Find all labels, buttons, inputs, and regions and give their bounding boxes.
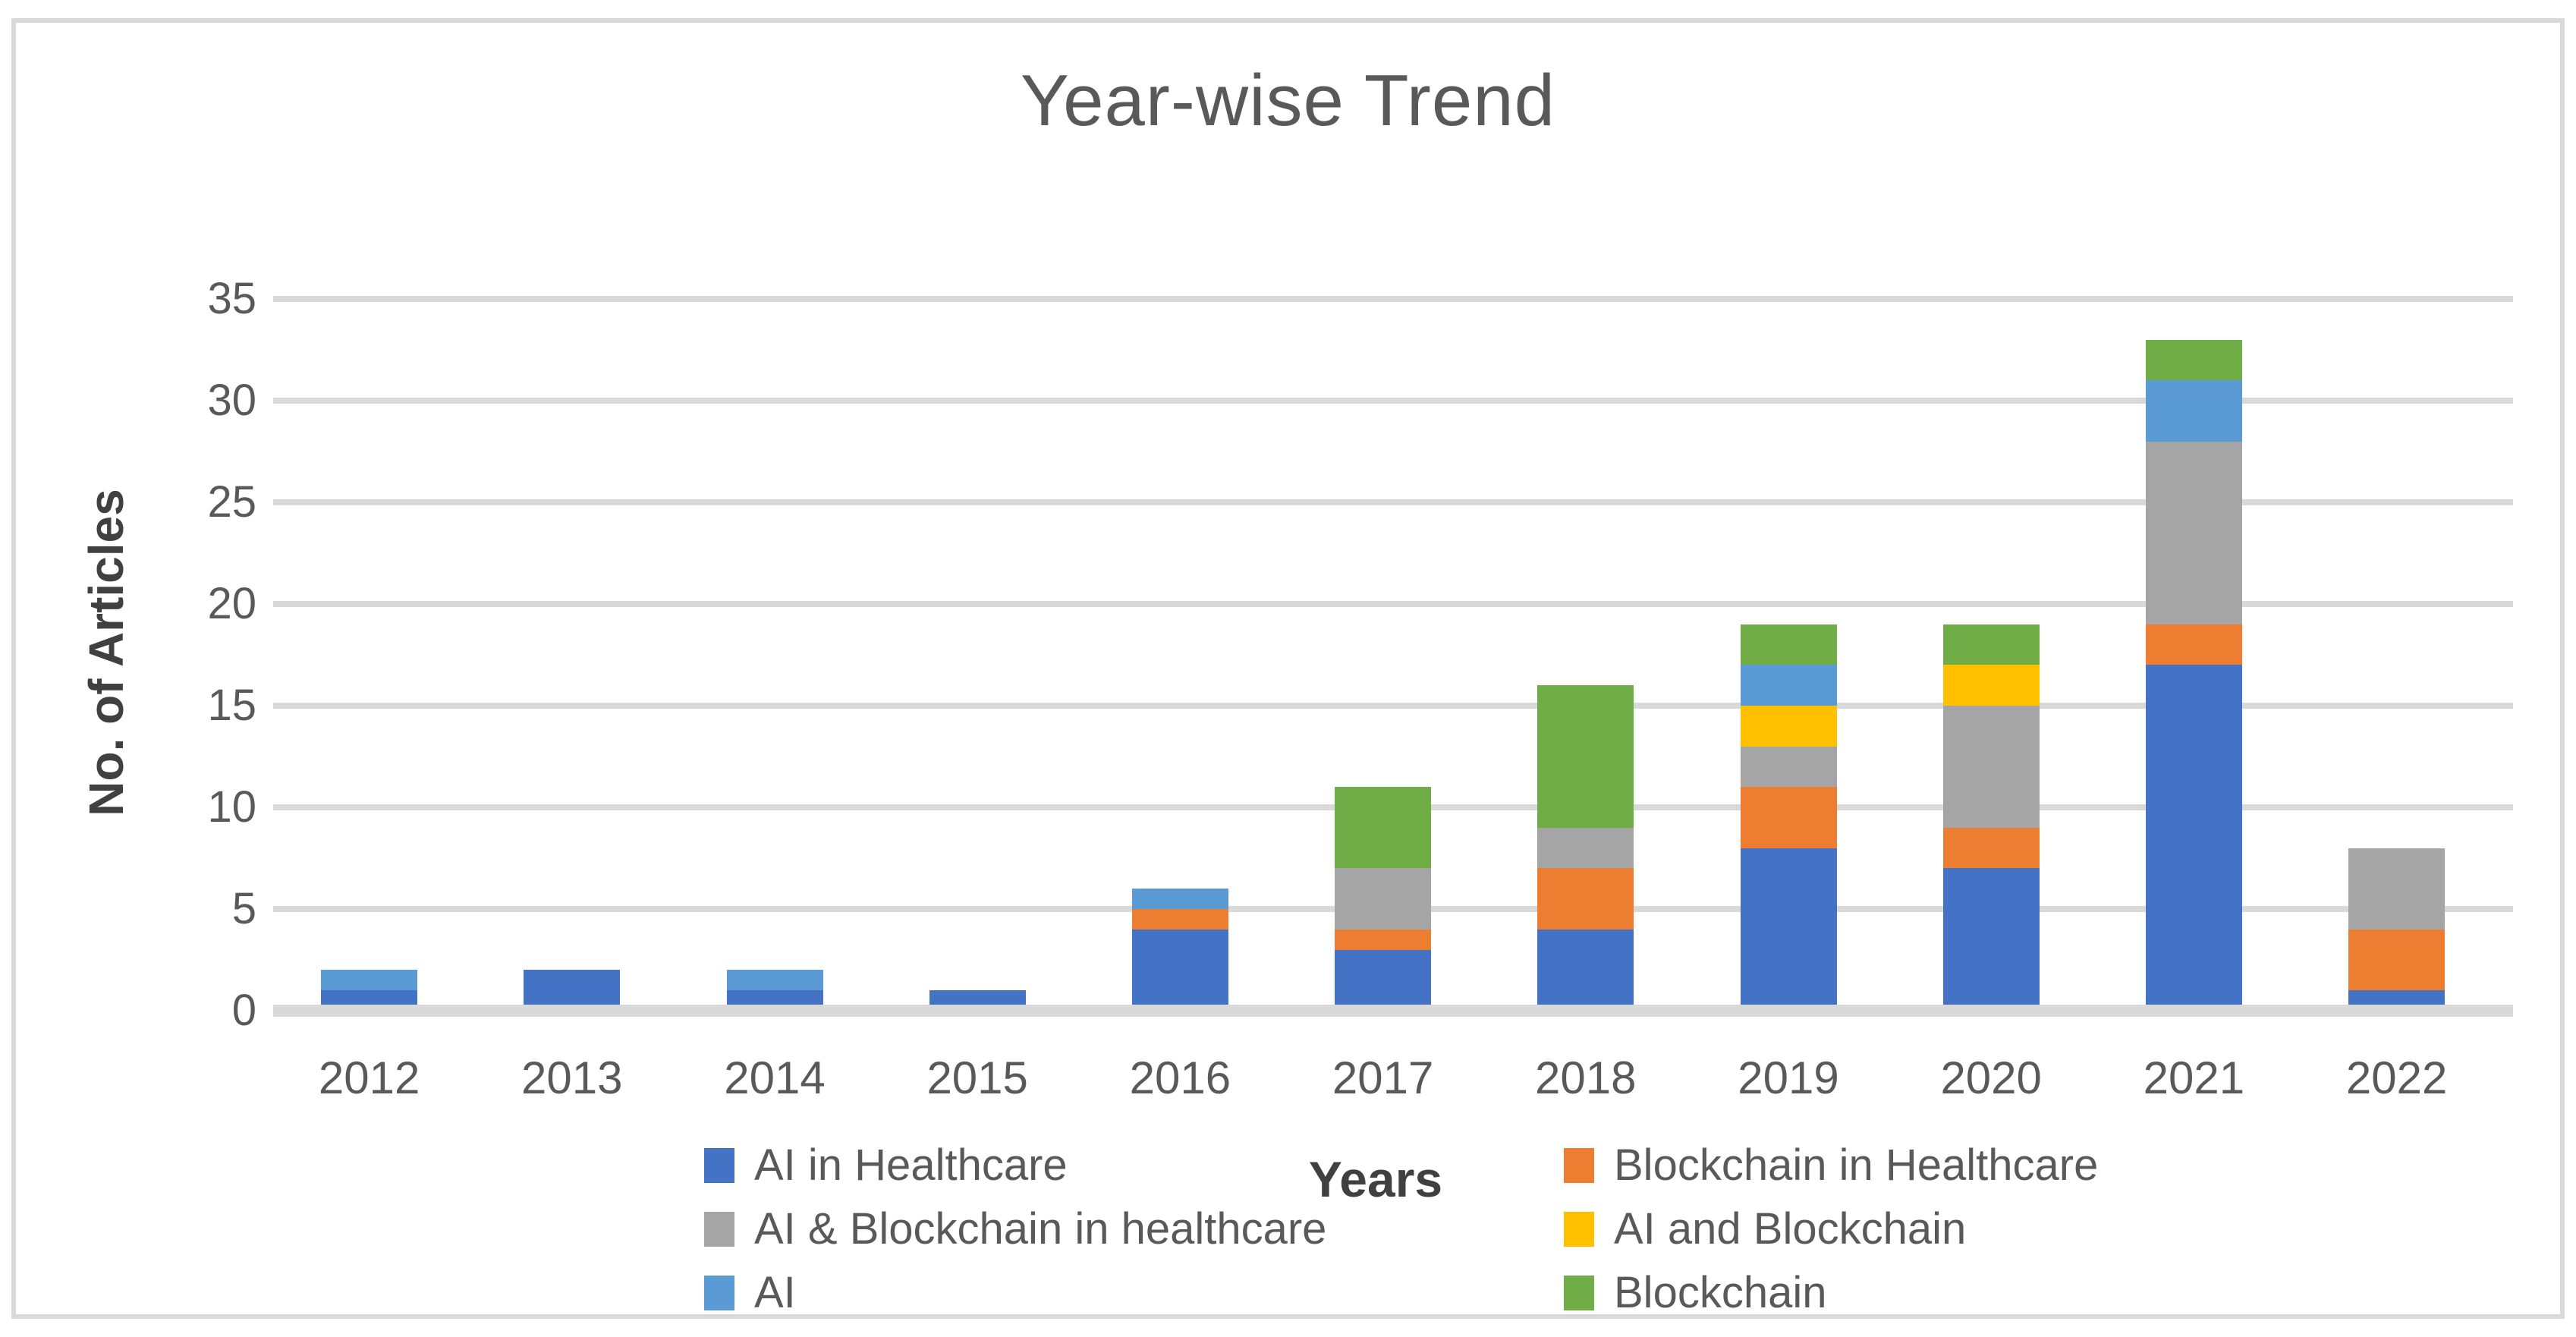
x-axis-title: Years bbox=[1308, 1151, 1443, 1207]
bar-2020-blockchain-in-healthcare bbox=[1942, 827, 2040, 869]
bar-2020-blockchain bbox=[1942, 624, 2040, 665]
bar-2021-blockchain bbox=[2145, 339, 2242, 381]
legend-swatch-icon bbox=[704, 1275, 734, 1310]
legend-item-ai-blockchain-in-healthcare: AI & Blockchain in healthcare bbox=[704, 1203, 1326, 1254]
legend-label: AI and Blockchain bbox=[1614, 1204, 1967, 1254]
y-tick-label-35: 35 bbox=[207, 274, 256, 323]
bar-2019-ai-and-blockchain bbox=[1740, 706, 1837, 747]
y-tick-label-30: 30 bbox=[207, 376, 256, 425]
y-tick-label-5: 5 bbox=[231, 884, 256, 933]
bar-2017-blockchain bbox=[1335, 787, 1432, 869]
legend-label: Blockchain bbox=[1614, 1268, 1827, 1317]
legend-swatch-icon bbox=[704, 1211, 734, 1247]
gridline-y-35 bbox=[273, 296, 2513, 302]
bar-2018-ai-blockchain-in-healthcare bbox=[1537, 827, 1634, 869]
bar-2022-blockchain-in-healthcare bbox=[2348, 929, 2445, 991]
bar-2021-ai bbox=[2145, 380, 2242, 442]
bar-2017-ai-in-healthcare bbox=[1335, 949, 1432, 1011]
legend-swatch-icon bbox=[1564, 1211, 1594, 1247]
bar-2019-ai bbox=[1740, 665, 1837, 706]
bar-2018-blockchain-in-healthcare bbox=[1537, 868, 1634, 930]
legend-swatch-icon bbox=[704, 1147, 734, 1183]
legend-swatch-icon bbox=[1564, 1275, 1594, 1310]
x-tick-label-2017: 2017 bbox=[1332, 1052, 1434, 1103]
bar-2016-ai-in-healthcare bbox=[1131, 929, 1228, 1011]
legend-label: AI in Healthcare bbox=[754, 1140, 1068, 1190]
x-tick-label-2016: 2016 bbox=[1129, 1052, 1231, 1103]
x-tick-label-2019: 2019 bbox=[1738, 1052, 1839, 1103]
bar-2016-blockchain-in-healthcare bbox=[1131, 909, 1228, 930]
gridline-y-15 bbox=[273, 703, 2513, 709]
bar-2019-ai-in-healthcare bbox=[1740, 848, 1837, 1011]
y-axis-title: No. of Articles bbox=[79, 489, 134, 816]
x-tick-label-2012: 2012 bbox=[318, 1052, 420, 1103]
x-tick-label-2015: 2015 bbox=[926, 1052, 1028, 1103]
bar-2017-ai-blockchain-in-healthcare bbox=[1335, 868, 1432, 930]
bar-2020-ai-and-blockchain bbox=[1942, 665, 2040, 706]
x-tick-label-2022: 2022 bbox=[2345, 1052, 2448, 1103]
bar-2017-blockchain-in-healthcare bbox=[1335, 929, 1432, 950]
legend-label: AI bbox=[754, 1268, 796, 1317]
bar-2012-ai bbox=[321, 970, 418, 991]
legend-item-ai-in-healthcare: AI in Healthcare bbox=[704, 1140, 1068, 1191]
legend-item-blockchain-in-healthcare: Blockchain in Healthcare bbox=[1564, 1140, 2098, 1191]
chart-title: Year-wise Trend bbox=[1020, 60, 1556, 141]
bar-2018-blockchain bbox=[1537, 685, 1634, 828]
x-tick-label-2018: 2018 bbox=[1535, 1052, 1637, 1103]
legend-item-ai-and-blockchain: AI and Blockchain bbox=[1564, 1203, 1966, 1254]
x-axis-line bbox=[273, 1005, 2513, 1017]
bar-2022-ai-blockchain-in-healthcare bbox=[2348, 848, 2445, 930]
bar-2019-ai-blockchain-in-healthcare bbox=[1740, 746, 1837, 788]
gridline-y-30 bbox=[273, 398, 2513, 404]
bar-2021-blockchain-in-healthcare bbox=[2145, 624, 2242, 665]
y-tick-label-10: 10 bbox=[207, 782, 256, 832]
x-tick-label-2020: 2020 bbox=[1940, 1052, 2042, 1103]
bar-2018-ai-in-healthcare bbox=[1537, 929, 1634, 1011]
legend-label: AI & Blockchain in healthcare bbox=[754, 1204, 1327, 1254]
gridline-y-25 bbox=[273, 499, 2513, 505]
bar-2021-ai-in-healthcare bbox=[2145, 665, 2242, 1011]
y-tick-label-25: 25 bbox=[207, 477, 256, 527]
bar-2019-blockchain-in-healthcare bbox=[1740, 787, 1837, 848]
bar-2013-ai-in-healthcare bbox=[524, 970, 621, 1011]
legend-item-blockchain: Blockchain bbox=[1564, 1267, 1826, 1318]
x-tick-label-2014: 2014 bbox=[724, 1052, 826, 1103]
gridline-y-20 bbox=[273, 601, 2513, 607]
y-tick-label-15: 15 bbox=[207, 681, 256, 730]
bar-2019-blockchain bbox=[1740, 624, 1837, 665]
x-tick-label-2013: 2013 bbox=[521, 1052, 623, 1103]
y-tick-label-0: 0 bbox=[231, 986, 256, 1035]
y-tick-label-20: 20 bbox=[207, 579, 256, 628]
legend-item-ai: AI bbox=[704, 1267, 796, 1318]
bar-2016-ai bbox=[1131, 889, 1228, 909]
bar-2020-ai-blockchain-in-healthcare bbox=[1942, 706, 2040, 828]
x-tick-label-2021: 2021 bbox=[2143, 1052, 2245, 1103]
bar-2014-ai bbox=[726, 970, 823, 991]
bar-2021-ai-blockchain-in-healthcare bbox=[2145, 441, 2242, 624]
legend-swatch-icon bbox=[1564, 1147, 1594, 1183]
bar-2020-ai-in-healthcare bbox=[1942, 868, 2040, 1011]
chart-frame bbox=[11, 18, 2565, 1319]
legend-label: Blockchain in Healthcare bbox=[1614, 1140, 2099, 1190]
